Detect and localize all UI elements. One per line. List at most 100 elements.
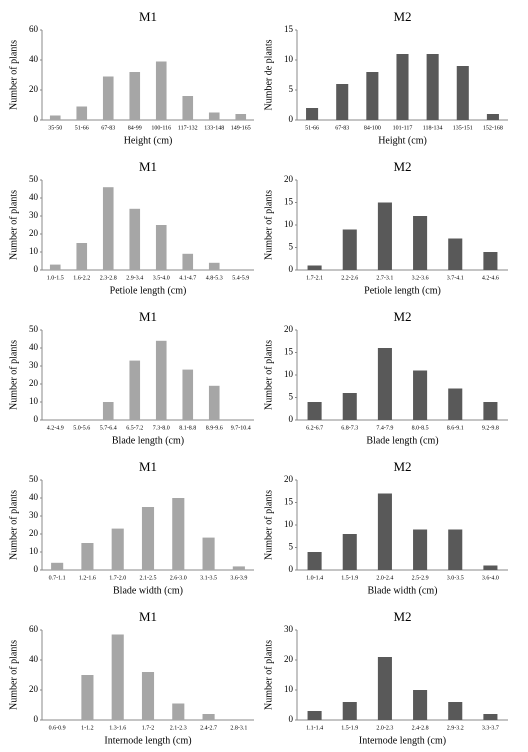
x-tick-label: 3.6-3.9 (230, 575, 247, 581)
x-tick-label: 5.4-5.9 (232, 275, 249, 281)
y-tick-label: 10 (284, 519, 294, 529)
y-tick-label: 20 (284, 324, 294, 334)
bar (307, 711, 322, 720)
x-tick-label: 8.0-8.5 (412, 425, 429, 431)
x-tick-label: 1.6-2.2 (73, 275, 90, 281)
x-axis-label: Petiole length (cm) (110, 285, 187, 296)
x-tick-label: 67-83 (101, 125, 115, 131)
y-tick-label: 15 (284, 24, 294, 34)
y-tick-label: 15 (284, 197, 294, 207)
y-tick-label: 0 (34, 564, 39, 574)
y-tick-label: 0 (34, 414, 39, 424)
x-tick-label: 4.8-5.3 (206, 275, 223, 281)
bar (366, 72, 379, 120)
x-tick-label: 1.7-2.0 (109, 575, 126, 581)
y-tick-label: 60 (29, 24, 39, 34)
bar (456, 66, 469, 120)
x-tick-label: 2.4-2.7 (200, 725, 217, 731)
x-tick-label: 6.5-7.2 (126, 425, 143, 431)
x-tick-label: 5.0-5.6 (73, 425, 90, 431)
x-tick-label: 84-99 (128, 125, 142, 131)
bar (111, 634, 124, 720)
x-tick-label: 3.3-3.7 (482, 725, 499, 731)
y-tick-label: 15 (284, 497, 294, 507)
x-tick-label: 1.5-1.9 (341, 575, 358, 581)
x-tick-label: 6.2-6.7 (306, 425, 323, 431)
bar (51, 562, 64, 570)
x-tick-label: 9.7-10.4 (231, 425, 251, 431)
y-tick-label: 5 (289, 542, 294, 552)
x-tick-label: 2.5-2.9 (412, 575, 429, 581)
y-axis-label: Number de plants (263, 39, 274, 110)
y-tick-label: 40 (29, 654, 39, 664)
y-tick-label: 10 (284, 684, 294, 694)
bar (413, 690, 428, 720)
y-axis-label: Number of plants (263, 640, 274, 710)
x-tick-label: 2.4-2.8 (412, 725, 429, 731)
y-axis-label: Number of plants (263, 490, 274, 560)
y-tick-label: 50 (29, 474, 39, 484)
y-tick-label: 20 (29, 84, 39, 94)
y-tick-label: 5 (289, 392, 294, 402)
x-tick-label: 3.0-3.5 (447, 575, 464, 581)
x-tick-label: 1.7-2 (142, 725, 155, 731)
x-tick-label: 2.9-3.2 (447, 725, 464, 731)
bar (129, 360, 141, 420)
x-tick-label: 3.5-4.0 (153, 275, 170, 281)
chart-title: M2 (393, 159, 411, 174)
chart-title: M2 (393, 609, 411, 624)
bar (413, 370, 428, 420)
x-axis-label: Blade width (cm) (368, 585, 438, 596)
x-tick-label: 1.2-1.6 (79, 575, 96, 581)
y-tick-label: 50 (29, 174, 39, 184)
y-tick-label: 60 (29, 624, 39, 634)
chart-title: M1 (139, 459, 157, 474)
bar (208, 385, 220, 420)
y-tick-label: 10 (29, 396, 39, 406)
x-tick-label: 135-151 (453, 125, 473, 131)
bar (102, 187, 114, 270)
x-tick-label: 8.9-9.6 (206, 425, 223, 431)
bar (342, 229, 357, 270)
x-tick-label: 2.9-3.4 (126, 275, 143, 281)
bar (155, 225, 167, 270)
x-tick-label: 2.7-3.1 (376, 275, 393, 281)
x-tick-label: 4.2-4.6 (482, 275, 499, 281)
bar (155, 340, 167, 420)
y-tick-label: 5 (289, 242, 294, 252)
y-tick-label: 20 (284, 654, 294, 664)
x-tick-label: 3.6-4.0 (482, 575, 499, 581)
bar (102, 402, 114, 420)
y-tick-label: 50 (29, 324, 39, 334)
x-tick-label: 1.7-2.1 (306, 275, 323, 281)
y-tick-label: 0 (34, 114, 39, 124)
x-axis-label: Internode length (cm) (359, 735, 446, 746)
y-axis-label: Number of plants (8, 640, 19, 710)
y-tick-label: 0 (289, 414, 294, 424)
x-tick-label: 4.2-4.9 (47, 425, 64, 431)
x-tick-label: 51-66 (305, 125, 319, 131)
y-tick-label: 40 (29, 54, 39, 64)
bar (307, 552, 322, 570)
x-tick-label: 4.1-4.7 (179, 275, 196, 281)
bar (232, 566, 245, 570)
bar (129, 208, 141, 270)
x-tick-label: 2.0-2.4 (376, 575, 393, 581)
y-tick-label: 20 (29, 528, 39, 538)
bar (111, 528, 124, 570)
x-tick-label: 7.3-8.0 (153, 425, 170, 431)
x-tick-label: 2.1-2.3 (170, 725, 187, 731)
x-axis-label: Height (cm) (124, 135, 173, 146)
bar (208, 262, 220, 270)
bar (202, 714, 215, 720)
y-tick-label: 10 (29, 546, 39, 556)
y-tick-label: 20 (29, 378, 39, 388)
x-tick-label: 51-66 (75, 125, 89, 131)
y-tick-label: 10 (29, 246, 39, 256)
chart-title: M1 (139, 609, 157, 624)
y-tick-label: 0 (289, 564, 294, 574)
y-tick-label: 20 (284, 474, 294, 484)
x-tick-label: 8.1-8.8 (179, 425, 196, 431)
x-tick-label: 149-165 (231, 125, 251, 131)
